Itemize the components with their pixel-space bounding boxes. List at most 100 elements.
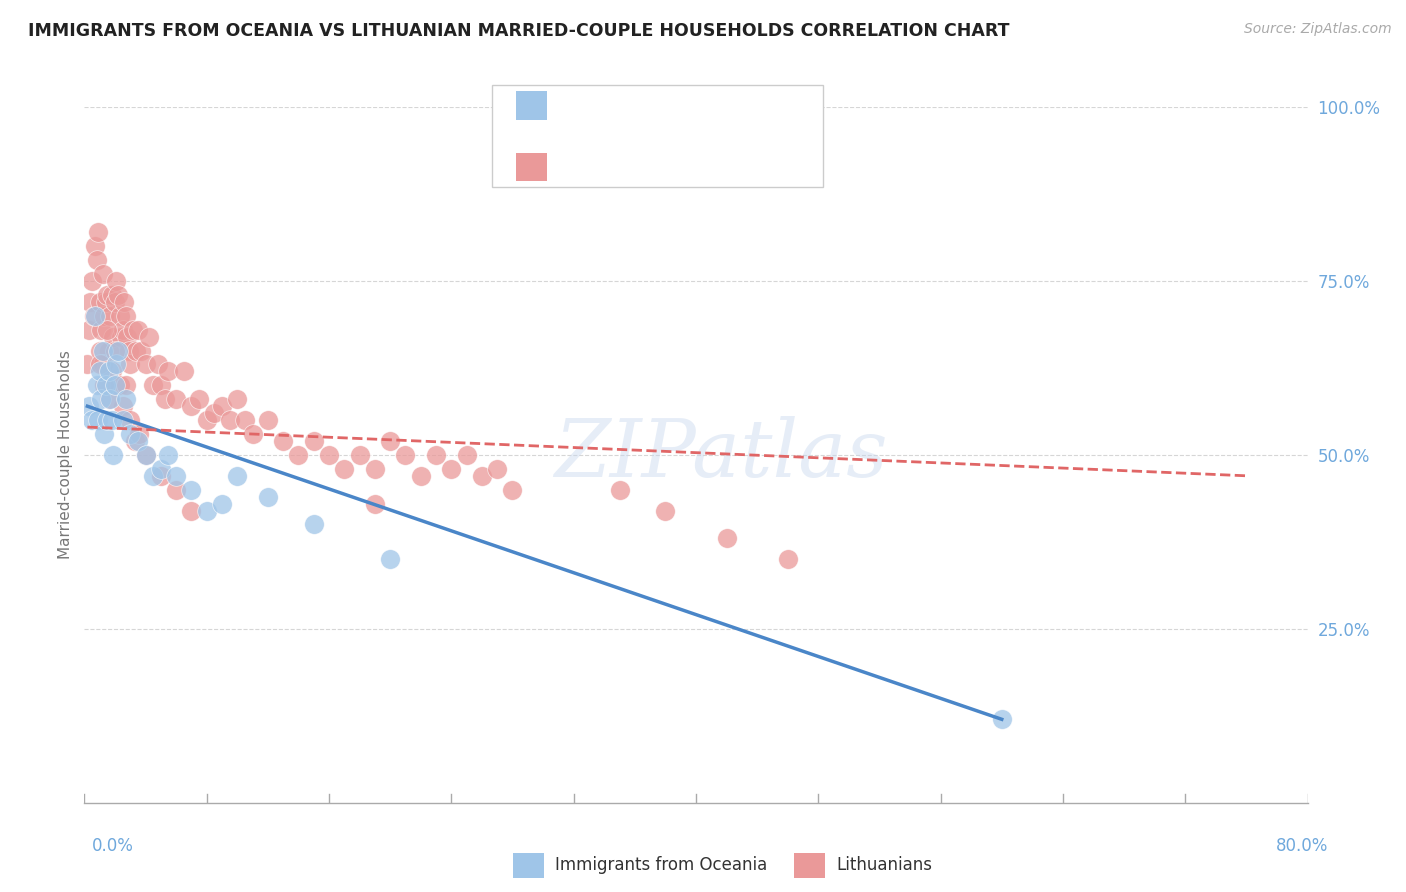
Point xyxy=(93,378,115,392)
Point xyxy=(318,448,340,462)
Point xyxy=(87,413,110,427)
Point xyxy=(991,712,1014,726)
Point xyxy=(180,399,202,413)
Text: 0.0%: 0.0% xyxy=(91,837,134,855)
Point xyxy=(425,448,447,462)
Text: ZIPatlas: ZIPatlas xyxy=(554,417,887,493)
Point xyxy=(111,413,134,427)
Point xyxy=(380,434,402,448)
Point xyxy=(127,323,149,337)
Text: R = -0.425: R = -0.425 xyxy=(558,96,647,114)
Point xyxy=(101,364,124,378)
Point xyxy=(87,225,110,239)
Point xyxy=(142,378,165,392)
Point xyxy=(165,483,187,497)
Point xyxy=(96,288,118,302)
Point xyxy=(302,517,325,532)
Point xyxy=(440,462,463,476)
Point xyxy=(149,468,172,483)
Point xyxy=(364,462,387,476)
Point xyxy=(127,434,149,448)
Point xyxy=(97,343,120,358)
Text: N = 35: N = 35 xyxy=(666,96,724,114)
Point xyxy=(120,413,142,427)
Point xyxy=(77,399,100,413)
Point xyxy=(120,427,142,442)
Point xyxy=(271,434,294,448)
Point xyxy=(394,448,416,462)
Point xyxy=(80,274,103,288)
Point xyxy=(108,378,131,392)
Text: R = -0.076: R = -0.076 xyxy=(558,158,647,176)
Point xyxy=(114,309,136,323)
Point xyxy=(135,358,157,372)
Point xyxy=(120,358,142,372)
Point xyxy=(94,294,117,309)
Point xyxy=(502,483,524,497)
Point xyxy=(287,448,309,462)
Point xyxy=(349,448,371,462)
Point xyxy=(173,364,195,378)
Point xyxy=(226,392,249,407)
Point xyxy=(97,364,120,378)
Point xyxy=(84,309,107,323)
Point xyxy=(202,406,225,420)
Point xyxy=(105,358,128,372)
Point xyxy=(118,343,141,358)
Point xyxy=(96,413,118,427)
Point xyxy=(211,497,233,511)
Point xyxy=(149,378,172,392)
Point xyxy=(218,413,240,427)
Point xyxy=(91,343,114,358)
Point xyxy=(128,427,150,442)
Point xyxy=(257,490,280,504)
Point xyxy=(486,462,509,476)
Point xyxy=(242,427,264,442)
Point xyxy=(380,552,402,566)
Point xyxy=(125,343,148,358)
Point xyxy=(76,358,98,372)
Text: Source: ZipAtlas.com: Source: ZipAtlas.com xyxy=(1244,22,1392,37)
Text: Immigrants from Oceania: Immigrants from Oceania xyxy=(555,856,768,874)
Point xyxy=(157,364,180,378)
Point xyxy=(101,288,124,302)
Point xyxy=(364,497,387,511)
Point xyxy=(456,448,478,462)
Point xyxy=(195,503,218,517)
Y-axis label: Married-couple Households: Married-couple Households xyxy=(58,351,73,559)
Point xyxy=(103,329,125,343)
Point xyxy=(107,343,129,358)
Point xyxy=(211,399,233,413)
Point xyxy=(142,468,165,483)
Text: IMMIGRANTS FROM OCEANIA VS LITHUANIAN MARRIED-COUPLE HOUSEHOLDS CORRELATION CHAR: IMMIGRANTS FROM OCEANIA VS LITHUANIAN MA… xyxy=(28,22,1010,40)
Point xyxy=(89,358,111,372)
Point xyxy=(716,532,738,546)
Point xyxy=(89,343,111,358)
Point xyxy=(233,413,256,427)
Point xyxy=(165,392,187,407)
Point xyxy=(90,323,112,337)
Point xyxy=(257,413,280,427)
Point xyxy=(180,483,202,497)
Point xyxy=(135,448,157,462)
Point xyxy=(124,434,146,448)
Point xyxy=(195,413,218,427)
Point xyxy=(471,468,494,483)
Point xyxy=(149,462,172,476)
Point xyxy=(111,323,134,337)
Point xyxy=(122,323,145,337)
Point xyxy=(226,468,249,483)
Point xyxy=(93,309,115,323)
Point xyxy=(93,427,115,442)
Point xyxy=(107,288,129,302)
Text: N = 92: N = 92 xyxy=(666,158,724,176)
Point xyxy=(112,294,135,309)
Point xyxy=(135,448,157,462)
Point xyxy=(165,468,187,483)
Point xyxy=(97,392,120,407)
Point xyxy=(91,267,114,281)
Point xyxy=(114,378,136,392)
Point xyxy=(98,309,121,323)
Point xyxy=(776,552,799,566)
Point xyxy=(86,378,108,392)
